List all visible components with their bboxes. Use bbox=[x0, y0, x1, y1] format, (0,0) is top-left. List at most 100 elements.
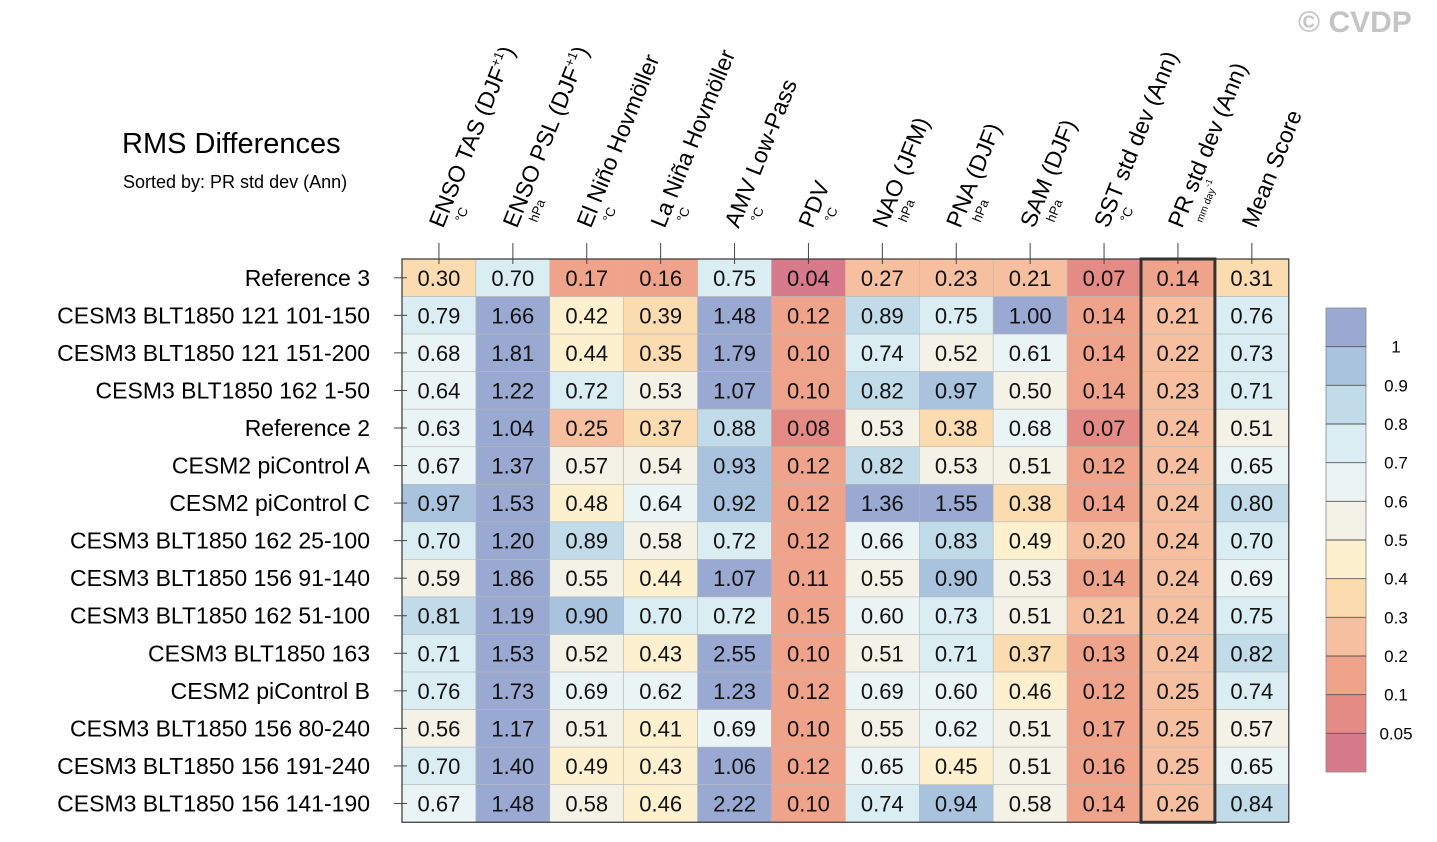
cell-value-label: 0.72 bbox=[565, 378, 608, 403]
cell-value-label: 0.76 bbox=[1230, 303, 1273, 328]
cell-value-label: 0.65 bbox=[1230, 754, 1273, 779]
heatmap-cell bbox=[697, 521, 772, 560]
heatmap-cell bbox=[918, 483, 994, 523]
heatmap-cell bbox=[918, 521, 994, 560]
heatmap-cell bbox=[845, 746, 920, 786]
cell-value-label: 0.10 bbox=[787, 791, 830, 816]
heatmap-cell bbox=[475, 596, 551, 635]
cell-value-label: 1.48 bbox=[491, 791, 534, 816]
cell-value-label: 0.51 bbox=[1009, 454, 1052, 479]
heatmap-cell bbox=[771, 483, 846, 523]
cell-value-label: 0.14 bbox=[1083, 491, 1126, 516]
cell-value-label: 0.68 bbox=[418, 341, 461, 366]
cell-value-label: 1.37 bbox=[491, 454, 534, 479]
cell-value-label: 0.35 bbox=[639, 341, 682, 366]
cell-value-label: 0.72 bbox=[713, 529, 756, 554]
heatmap-cell bbox=[918, 784, 994, 823]
heatmap-cell bbox=[1066, 371, 1142, 410]
row-label: CESM3 BLT1850 162 1-50 bbox=[96, 377, 370, 403]
cell-value-label: 0.12 bbox=[787, 679, 830, 704]
cell-value-label: 0.66 bbox=[861, 529, 904, 554]
cell-value-label: 1.86 bbox=[491, 566, 534, 591]
row-label: Reference 2 bbox=[245, 415, 370, 441]
heatmap-cell bbox=[401, 483, 477, 523]
heatmap-cell bbox=[401, 446, 477, 485]
cell-value-label: 0.49 bbox=[565, 754, 608, 779]
heatmap-cell bbox=[845, 371, 920, 410]
heatmap-cell bbox=[475, 258, 551, 297]
cell-value-label: 0.24 bbox=[1157, 604, 1200, 629]
heatmap-cell bbox=[845, 634, 920, 673]
cell-value-label: 0.46 bbox=[1009, 679, 1052, 704]
cell-value-label: 0.53 bbox=[861, 416, 904, 441]
heatmap-cell bbox=[475, 634, 551, 673]
cell-value-label: 0.53 bbox=[639, 378, 682, 403]
cell-value-label: 0.64 bbox=[418, 378, 461, 403]
heatmap-cell bbox=[1066, 446, 1142, 485]
cell-value-label: 1.40 bbox=[491, 754, 534, 779]
colorbar-segment bbox=[1326, 617, 1366, 656]
cell-value-label: 0.65 bbox=[861, 754, 904, 779]
cell-value-label: 0.10 bbox=[787, 716, 830, 741]
heatmap-cell bbox=[1140, 559, 1216, 598]
colorbar-tick-label: 0.6 bbox=[1384, 492, 1408, 511]
heatmap-cell bbox=[549, 784, 624, 823]
cell-value-label: 0.67 bbox=[418, 454, 461, 479]
chart-title: RMS Differences bbox=[122, 128, 341, 160]
cell-value-label: 0.52 bbox=[565, 641, 608, 666]
heatmap-cell bbox=[401, 746, 477, 786]
cell-value-label: 0.14 bbox=[1083, 791, 1126, 816]
cell-value-label: 0.27 bbox=[861, 266, 904, 291]
cell-value-label: 0.43 bbox=[639, 641, 682, 666]
cell-value-label: 0.12 bbox=[787, 454, 830, 479]
heatmap-cell bbox=[1214, 258, 1290, 297]
heatmap-cell bbox=[401, 559, 477, 598]
colorbar-tick-label: 0.5 bbox=[1384, 531, 1408, 550]
heatmap-cell bbox=[401, 296, 477, 335]
heatmap-cell bbox=[623, 559, 698, 598]
heatmap-cell bbox=[918, 446, 994, 485]
colorbar-tick-label: 1 bbox=[1391, 338, 1400, 357]
cell-value-label: 0.24 bbox=[1157, 566, 1200, 591]
heatmap-cell bbox=[918, 596, 994, 635]
row-label: CESM3 BLT1850 156 191-240 bbox=[57, 753, 370, 779]
cell-value-label: 0.62 bbox=[935, 716, 978, 741]
heatmap-cell bbox=[1140, 371, 1216, 410]
heatmap-cell bbox=[1140, 596, 1216, 635]
heatmap-cell bbox=[771, 634, 846, 673]
heatmap-cell bbox=[623, 333, 698, 372]
cell-value-label: 0.50 bbox=[1009, 378, 1052, 403]
heatmap-cell bbox=[1214, 333, 1290, 372]
cell-value-label: 0.12 bbox=[787, 754, 830, 779]
cell-value-label: 0.75 bbox=[713, 266, 756, 291]
cell-value-label: 0.12 bbox=[1083, 454, 1126, 479]
colorbar-tick-label: 0.1 bbox=[1384, 686, 1408, 705]
cell-value-label: 0.44 bbox=[639, 566, 682, 591]
heatmap-cell bbox=[1066, 333, 1142, 372]
cell-value-label: 0.42 bbox=[565, 303, 608, 328]
column-unit-label: °C bbox=[747, 205, 766, 224]
heatmap-cell bbox=[771, 746, 846, 786]
heatmap-cell bbox=[1140, 446, 1216, 485]
cell-value-label: 0.71 bbox=[1230, 378, 1273, 403]
heatmap-cell bbox=[845, 296, 920, 335]
colorbar-segment bbox=[1326, 346, 1366, 386]
colorbar-segment bbox=[1326, 385, 1366, 424]
heatmap-cell bbox=[549, 371, 624, 410]
cell-value-label: 0.25 bbox=[1157, 754, 1200, 779]
colorbar-segment bbox=[1326, 656, 1366, 695]
cell-value-label: 1.79 bbox=[713, 341, 756, 366]
heatmap-cell bbox=[771, 296, 846, 335]
heatmap-cell bbox=[1066, 671, 1142, 710]
cell-value-label: 0.57 bbox=[1230, 716, 1273, 741]
row-label: CESM3 BLT1850 156 141-190 bbox=[57, 790, 370, 816]
cell-value-label: 0.58 bbox=[565, 791, 608, 816]
cell-value-label: 0.69 bbox=[1230, 566, 1273, 591]
cell-value-label: 0.37 bbox=[1009, 641, 1052, 666]
cell-value-label: 1.17 bbox=[491, 716, 534, 741]
cell-value-label: 0.82 bbox=[861, 454, 904, 479]
heatmap-cell bbox=[1140, 671, 1216, 710]
cell-value-label: 0.79 bbox=[418, 303, 461, 328]
heatmap-cell bbox=[918, 258, 994, 297]
cell-value-label: 0.14 bbox=[1083, 378, 1126, 403]
